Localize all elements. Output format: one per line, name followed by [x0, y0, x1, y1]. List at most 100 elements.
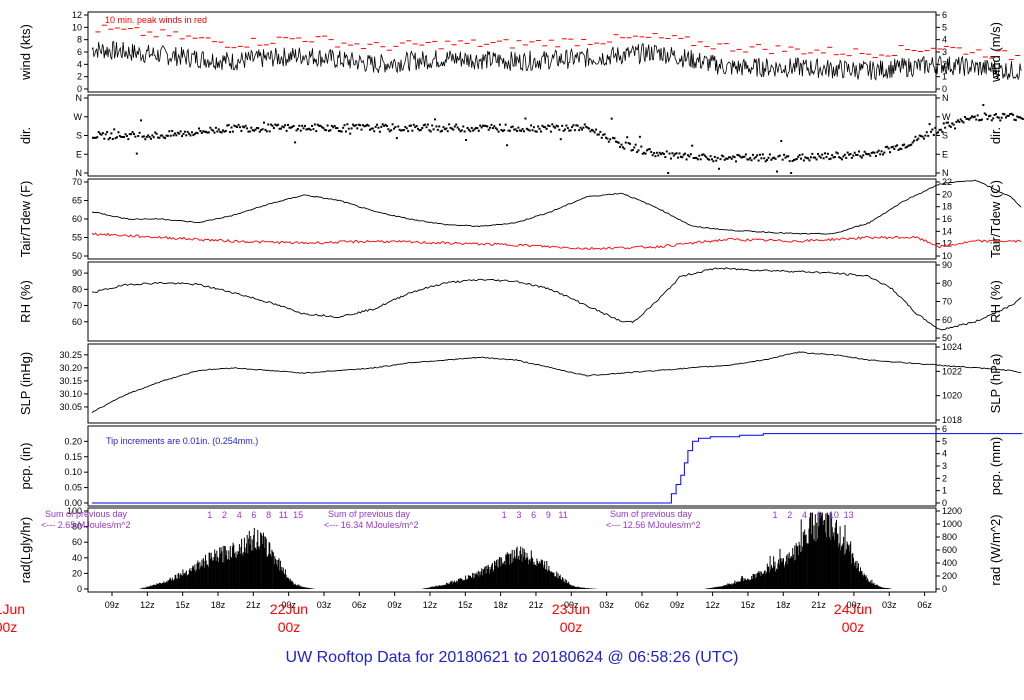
- y-tick-label-right: 50: [942, 333, 952, 343]
- dir-point: [104, 133, 107, 136]
- dir-point: [395, 137, 398, 140]
- dir-point: [528, 129, 531, 132]
- dir-point: [969, 117, 972, 120]
- dir-point: [107, 138, 110, 141]
- dir-point: [701, 153, 704, 156]
- dir-point: [154, 131, 157, 134]
- dir-point: [418, 129, 421, 132]
- dir-point: [589, 130, 592, 133]
- y-tick-label: 65: [72, 196, 82, 206]
- dir-point: [821, 153, 824, 156]
- dir-point: [744, 153, 747, 156]
- dir-point: [949, 125, 952, 128]
- dir-point: [972, 116, 975, 119]
- dir-point: [982, 104, 985, 107]
- dir-point: [484, 124, 487, 127]
- dir-point: [713, 155, 716, 158]
- y-axis-label-right: dir.: [988, 127, 1003, 144]
- dir-point: [884, 146, 887, 149]
- dir-point: [723, 158, 726, 161]
- wind-series-line: [91, 40, 1022, 81]
- dir-point: [545, 127, 548, 130]
- dir-point: [845, 156, 848, 159]
- dir-point: [428, 129, 431, 132]
- dir-point: [942, 122, 945, 125]
- dir-point: [426, 123, 429, 126]
- dir-point: [458, 128, 461, 131]
- dir-point: [654, 155, 657, 158]
- hour-mark: 11: [558, 510, 567, 520]
- dir-point: [309, 128, 312, 131]
- dir-point: [564, 128, 567, 131]
- dir-point: [443, 128, 446, 131]
- dir-point: [551, 123, 554, 126]
- x-tick-label: 03z: [599, 600, 614, 610]
- dir-point: [449, 126, 452, 129]
- dir-point: [116, 136, 119, 139]
- dir-point: [552, 125, 555, 128]
- x-tick-label: 18z: [493, 600, 508, 610]
- dir-point: [894, 145, 897, 148]
- precip-series-line: [92, 433, 1023, 504]
- y-tick-label: 0: [77, 84, 82, 94]
- y-tick-label: 70: [72, 177, 82, 187]
- dir-point: [203, 130, 206, 133]
- dir-point: [578, 129, 581, 132]
- rad-note-line2: <--- 2.65 MJoules/m^2: [41, 520, 131, 530]
- dir-point: [364, 124, 367, 127]
- dir-point: [575, 124, 578, 127]
- x-tick-label: 06z: [352, 600, 367, 610]
- y-tick-label: 6: [77, 47, 82, 57]
- y-axis-sea-level-pressure: 30.05 30.10 30.15 30.20 30.25 1018 1020 1022 102…: [18, 342, 1003, 425]
- dir-point: [100, 133, 103, 136]
- y-tick-label: 0.05: [64, 483, 82, 493]
- dir-point: [229, 131, 232, 134]
- dir-point: [486, 125, 489, 128]
- dir-point: [390, 129, 393, 132]
- dir-point: [730, 157, 733, 160]
- x-tick-label: 06z: [917, 600, 932, 610]
- dir-point: [474, 127, 477, 130]
- y-axis-label-left: wind (kts): [18, 24, 33, 81]
- y-tick-label: 8: [77, 35, 82, 45]
- peak-wind-note: 10 min. peak winds in red: [105, 15, 207, 25]
- dir-point: [828, 158, 831, 161]
- dir-point: [325, 129, 328, 132]
- dir-point: [255, 126, 258, 129]
- y-tick-label: 60: [72, 214, 82, 224]
- dir-point: [716, 156, 719, 159]
- dir-point: [855, 153, 858, 156]
- dir-point: [308, 127, 311, 130]
- dir-label-left: E: [76, 149, 82, 159]
- dir-point: [675, 152, 678, 155]
- dir-point: [295, 129, 298, 132]
- dir-point: [483, 124, 486, 127]
- dir-point: [664, 155, 667, 158]
- dir-point: [476, 127, 479, 130]
- dir-point: [983, 112, 986, 115]
- dir-point: [602, 133, 605, 136]
- dir-point: [412, 123, 415, 126]
- dir-point: [219, 130, 222, 133]
- y-axis-temperature: 50 55 60 65 70 10 12 14 16 18 20 22 Tair/Tdew (F) Tai…: [18, 177, 1003, 261]
- hour-mark: 2: [787, 510, 792, 520]
- y-axis-label-left: Tair/Tdew (F): [18, 181, 33, 258]
- hour-mark: 2: [222, 510, 227, 520]
- dir-point: [688, 155, 691, 158]
- dir-point: [470, 126, 473, 129]
- dir-point: [453, 125, 456, 128]
- dir-point: [414, 126, 417, 129]
- y-axis-label-left: dir.: [18, 127, 33, 144]
- dir-point: [500, 128, 503, 131]
- dir-point: [985, 113, 988, 116]
- dir-point: [1014, 119, 1017, 122]
- dir-point: [561, 124, 564, 127]
- dir-point: [118, 134, 121, 137]
- dir-point: [798, 154, 801, 157]
- dir-point: [997, 116, 1000, 119]
- dir-point: [237, 123, 240, 126]
- dir-point: [402, 129, 405, 132]
- dir-point: [469, 130, 472, 133]
- dir-point: [634, 143, 637, 146]
- dir-point: [573, 129, 576, 132]
